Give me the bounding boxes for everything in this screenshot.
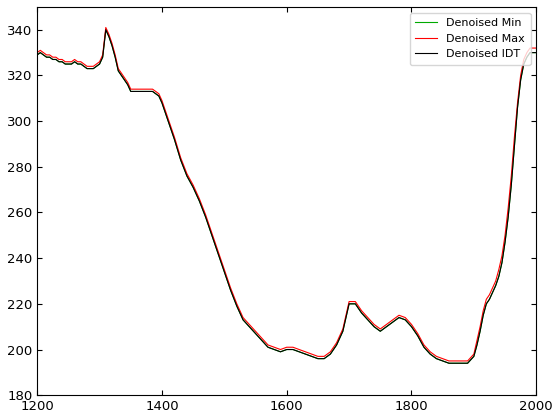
Line: Denoised Min: Denoised Min xyxy=(37,30,536,363)
Denoised Min xyxy=(124,82,131,87)
Denoised IDT xyxy=(124,82,131,87)
Denoised IDT xyxy=(34,52,40,58)
Denoised IDT xyxy=(315,356,321,361)
Denoised Max xyxy=(171,134,178,139)
Denoised Min xyxy=(171,137,178,142)
Denoised Max xyxy=(124,80,131,85)
Denoised Min xyxy=(234,304,240,309)
Denoised Min xyxy=(315,356,321,361)
Line: Denoised IDT: Denoised IDT xyxy=(37,30,536,363)
Denoised Max xyxy=(115,66,122,71)
Denoised Max xyxy=(446,358,452,363)
Denoised IDT xyxy=(234,304,240,309)
Legend: Denoised Min, Denoised Max, Denoised IDT: Denoised Min, Denoised Max, Denoised IDT xyxy=(410,13,531,65)
Denoised IDT xyxy=(171,137,178,142)
Denoised IDT xyxy=(102,27,109,32)
Denoised Max xyxy=(102,25,109,30)
Denoised IDT xyxy=(446,361,452,366)
Denoised Min xyxy=(446,361,452,366)
Denoised Max xyxy=(526,45,533,50)
Line: Denoised Max: Denoised Max xyxy=(37,27,536,361)
Denoised Max xyxy=(533,45,540,50)
Denoised Max xyxy=(234,301,240,306)
Denoised IDT xyxy=(115,68,122,74)
Denoised Min xyxy=(102,27,109,32)
Denoised Max xyxy=(34,50,40,55)
Denoised Min xyxy=(526,50,533,55)
Denoised IDT xyxy=(526,50,533,55)
Denoised Min xyxy=(34,52,40,58)
Denoised IDT xyxy=(533,50,540,55)
Denoised Max xyxy=(315,354,321,359)
Denoised Min xyxy=(115,68,122,74)
Denoised Min xyxy=(533,50,540,55)
